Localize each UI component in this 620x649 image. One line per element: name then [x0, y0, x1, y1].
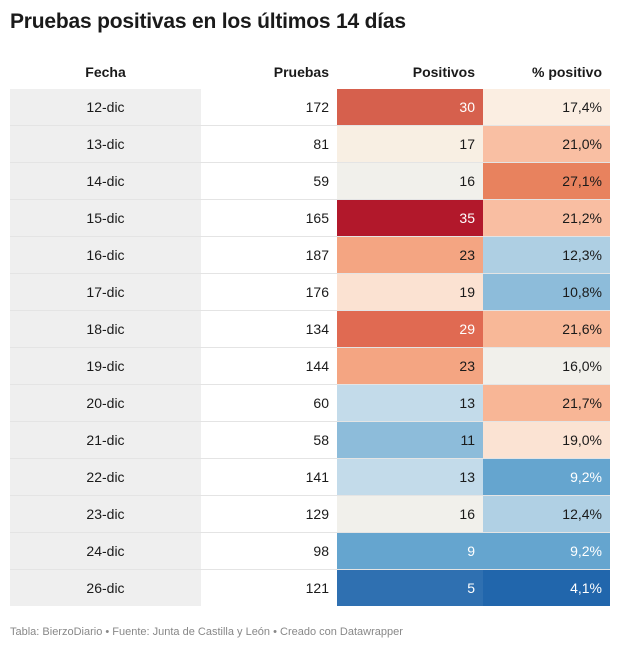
cell-pruebas: 121 [201, 569, 337, 606]
cell-fecha: 14-dic [10, 162, 201, 200]
cell-pruebas: 141 [201, 458, 337, 496]
cell-positivos: 13 [337, 458, 483, 496]
table-row: 15-dic 165 35 21,2% [10, 199, 610, 237]
cell-fecha: 22-dic [10, 458, 201, 496]
cell-fecha: 18-dic [10, 310, 201, 348]
cell-porcentaje-positivo: 21,7% [483, 384, 610, 422]
cell-porcentaje-positivo: 9,2% [483, 458, 610, 496]
cell-positivos: 9 [337, 532, 483, 570]
table-row: 23-dic 129 16 12,4% [10, 495, 610, 533]
cell-fecha: 26-dic [10, 569, 201, 606]
table-row: 20-dic 60 13 21,7% [10, 384, 610, 422]
cell-porcentaje-positivo: 12,4% [483, 495, 610, 533]
table-row: 21-dic 58 11 19,0% [10, 421, 610, 459]
cell-porcentaje-positivo: 21,6% [483, 310, 610, 348]
cell-pruebas: 81 [201, 125, 337, 163]
cell-pruebas: 172 [305, 99, 329, 115]
header-fecha[interactable]: Fecha [85, 64, 126, 80]
cell-pruebas: 60 [201, 384, 337, 422]
table-row: 17-dic 176 19 10,8% [10, 273, 610, 311]
cell-fecha: 24-dic [10, 532, 201, 570]
cell-positivos: 16 [337, 162, 483, 200]
cell-porcentaje-positivo: 17,4% [483, 89, 610, 126]
cell-positivos: 19 [337, 273, 483, 311]
table-row: 22-dic 141 13 9,2% [10, 458, 610, 496]
table-row: 13-dic 81 17 21,0% [10, 125, 610, 163]
cell-pruebas: 165 [201, 199, 337, 237]
cell-positivos: 29 [337, 310, 483, 348]
cell-porcentaje-positivo: 16,0% [483, 347, 610, 385]
cell-positivos: 30 [337, 89, 483, 126]
source-footer: Tabla: BierzoDiario • Fuente: Junta de C… [10, 626, 403, 638]
cell-positivos: 17 [337, 125, 483, 163]
cell-positivos: 16 [337, 495, 483, 533]
cell-fecha: 16-dic [10, 236, 201, 274]
cell-pruebas: 58 [201, 421, 337, 459]
cell-positivos: 13 [337, 384, 483, 422]
chart-title: Pruebas positivas en los últimos 14 días [10, 10, 406, 33]
cell-porcentaje-positivo: 10,8% [483, 273, 610, 311]
cell-positivos: 23 [337, 347, 483, 385]
table-row: 26-dic 121 5 4,1% [10, 569, 610, 606]
cell-pruebas: 176 [201, 273, 337, 311]
table-row: 18-dic 134 29 21,6% [10, 310, 610, 348]
cell-pruebas: 129 [201, 495, 337, 533]
cell-porcentaje-positivo: 4,1% [483, 569, 610, 606]
cell-positivos: 35 [337, 199, 483, 237]
header-positivos[interactable]: Positivos [412, 64, 475, 80]
cell-porcentaje-positivo: 12,3% [483, 236, 610, 274]
cell-porcentaje-positivo: 21,0% [483, 125, 610, 163]
header-pruebas[interactable]: Pruebas [273, 64, 329, 80]
cell-porcentaje-positivo: 9,2% [483, 532, 610, 570]
cell-porcentaje-positivo: 27,1% [483, 162, 610, 200]
header-row: Fecha Pruebas Positivos % positivo [10, 55, 610, 89]
cell-fecha: 17-dic [10, 273, 201, 311]
header-porcentaje-positivo[interactable]: % positivo [531, 64, 602, 80]
cell-porcentaje-positivo: 19,0% [483, 421, 610, 459]
table-row: 24-dic 98 9 9,2% [10, 532, 610, 570]
table-row: 14-dic 59 16 27,1% [10, 162, 610, 200]
cell-fecha: 23-dic [10, 495, 201, 533]
cell-positivos: 5 [337, 569, 483, 606]
table-row: 12-dic 172 30 17,4% [10, 89, 610, 126]
cell-pruebas: 187 [201, 236, 337, 274]
cell-positivos: 23 [337, 236, 483, 274]
table-body: 12-dic 172 30 17,4% 13-dic 81 17 21,0% 14-dic 59 1… [10, 89, 610, 606]
cell-pruebas: 98 [201, 532, 337, 570]
cell-fecha: 20-dic [10, 384, 201, 422]
cell-pruebas: 134 [201, 310, 337, 348]
cell-fecha: 19-dic [10, 347, 201, 385]
cell-fecha: 21-dic [10, 421, 201, 459]
cell-pruebas: 144 [201, 347, 337, 385]
cell-positivos: 11 [337, 421, 483, 459]
table-row: 16-dic 187 23 12,3% [10, 236, 610, 274]
table-row: 19-dic 144 23 16,0% [10, 347, 610, 385]
cell-fecha: 15-dic [10, 199, 201, 237]
cell-fecha: 13-dic [10, 125, 201, 163]
cell-pruebas: 59 [201, 162, 337, 200]
cell-fecha: 12-dic [10, 89, 201, 126]
data-table: Fecha Pruebas Positivos % positivo 12-di… [10, 55, 610, 606]
cell-porcentaje-positivo: 21,2% [483, 199, 610, 237]
